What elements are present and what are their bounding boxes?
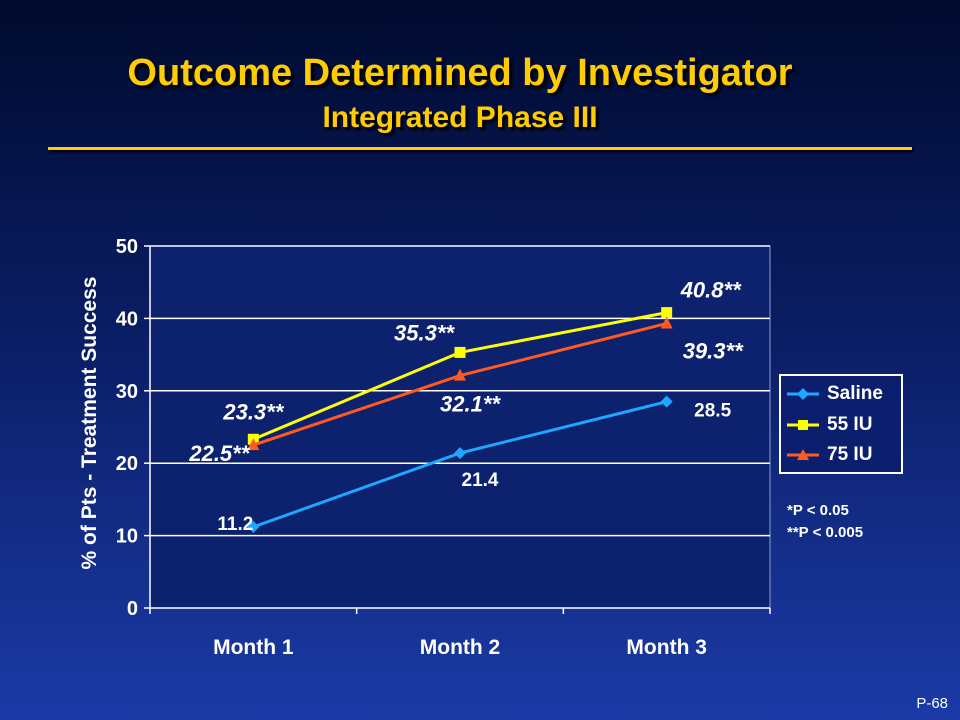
chart-legend: Saline 55 IU 75 IU (779, 374, 903, 474)
data-point (247, 520, 260, 533)
y-tick-label: 0 (127, 598, 138, 620)
data-label: 28.5 (694, 401, 731, 422)
data-point (454, 346, 466, 358)
y-tick-label: 30 (116, 381, 138, 403)
data-point (454, 447, 466, 460)
x-tick-label: Month 1 (213, 636, 294, 659)
slide-number: P-68 (916, 695, 948, 712)
legend-label-saline: Saline (827, 383, 883, 404)
data-label: 23.3** (222, 399, 284, 424)
data-label: 39.3** (683, 338, 744, 363)
y-axis-label: % of Pts - Treatment Success (78, 277, 101, 570)
footnote-p005: *P < 0.05 (787, 502, 849, 519)
legend-item-55iu: 55 IU (787, 412, 872, 438)
data-point (660, 395, 673, 408)
slide-subtitle: Integrated Phase III (322, 101, 598, 134)
data-label: 35.3** (394, 320, 455, 345)
data-label: 11.2 (217, 514, 253, 535)
data-point (660, 316, 673, 329)
data-point (247, 438, 260, 451)
y-tick-label: 10 (116, 526, 138, 548)
data-label: 40.8** (680, 278, 742, 303)
data-label: 22.5** (188, 441, 250, 466)
data-point (661, 307, 673, 319)
footnote-p0005: **P < 0.005 (787, 524, 864, 541)
data-point (454, 368, 466, 381)
title-underline (48, 147, 912, 150)
legend-marker-saline (787, 388, 819, 400)
legend-item-saline: Saline (787, 381, 883, 407)
legend-marker-75iu (787, 449, 819, 460)
slide-title: Outcome Determined by Investigator (127, 52, 793, 94)
plot-area (149, 245, 771, 609)
data-label: 32.1** (440, 392, 501, 417)
y-tick-label: 50 (116, 236, 138, 258)
legend-label-75iu: 75 IU (827, 444, 873, 465)
y-tick-label: 20 (116, 453, 138, 475)
data-label: 21.4 (462, 470, 499, 491)
x-tick-label: Month 3 (626, 636, 706, 659)
y-tick-label: 40 (116, 308, 138, 330)
legend-marker-55iu (787, 420, 819, 430)
legend-item-75iu: 75 IU (787, 442, 872, 468)
x-tick-label: Month 2 (420, 636, 500, 659)
legend-label-55iu: 55 IU (827, 414, 873, 435)
